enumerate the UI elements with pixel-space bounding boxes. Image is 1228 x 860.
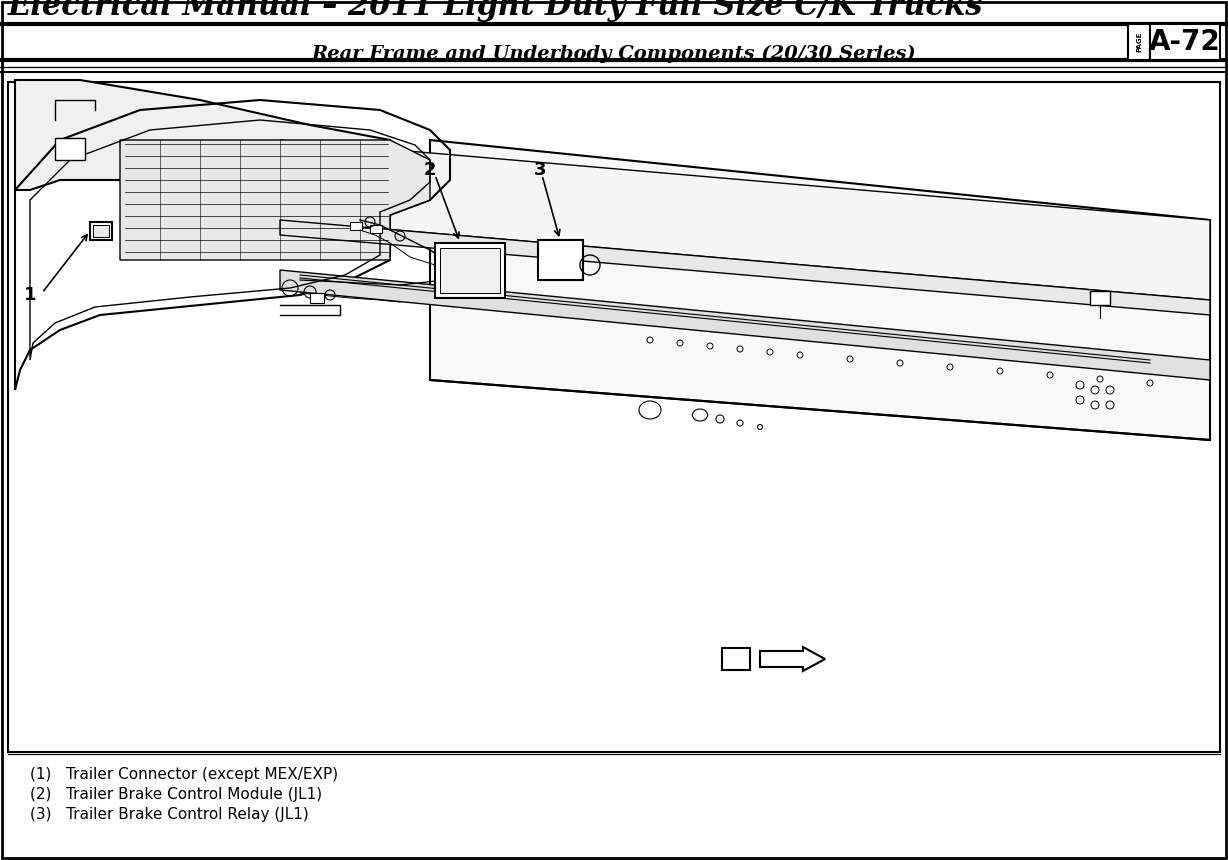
Bar	[538, 240, 582, 280]
Text: Rear Frame and Underbody Components (20/30 Series): Rear Frame and Underbody Components (20/…	[312, 45, 916, 63]
Text: 1: 1	[23, 286, 37, 304]
Bar	[350, 222, 362, 230]
Bar	[93, 225, 109, 237]
Polygon shape	[280, 270, 1210, 380]
Bar	[90, 222, 112, 240]
Bar	[1149, 24, 1219, 60]
Polygon shape	[280, 140, 1210, 300]
Polygon shape	[15, 80, 391, 215]
Text: 2: 2	[424, 161, 436, 179]
Text: 3: 3	[534, 161, 546, 179]
Bar	[435, 243, 505, 298]
Polygon shape	[120, 140, 430, 260]
Text: PAGE: PAGE	[1136, 32, 1142, 52]
Bar	[440, 248, 500, 292]
Text: (2)   Trailer Brake Control Module (JL1): (2) Trailer Brake Control Module (JL1)	[29, 788, 322, 802]
Bar	[722, 648, 750, 670]
Bar	[370, 225, 382, 233]
Bar	[9, 82, 1219, 752]
Polygon shape	[430, 140, 1210, 440]
Polygon shape	[280, 220, 1210, 315]
Text: (1)   Trailer Connector (except MEX/EXP): (1) Trailer Connector (except MEX/EXP)	[29, 767, 338, 783]
Bar	[55, 138, 85, 160]
Text: (3)   Trailer Brake Control Relay (JL1): (3) Trailer Brake Control Relay (JL1)	[29, 808, 308, 822]
Bar	[1129, 24, 1149, 60]
Bar	[309, 293, 324, 303]
FancyArrow shape	[760, 647, 825, 671]
Bar	[1090, 291, 1110, 305]
Text: A-72: A-72	[1149, 28, 1221, 56]
Text: Electrical Manual – 2011 Light Duty Full Size C/K Trucks: Electrical Manual – 2011 Light Duty Full…	[9, 0, 984, 22]
